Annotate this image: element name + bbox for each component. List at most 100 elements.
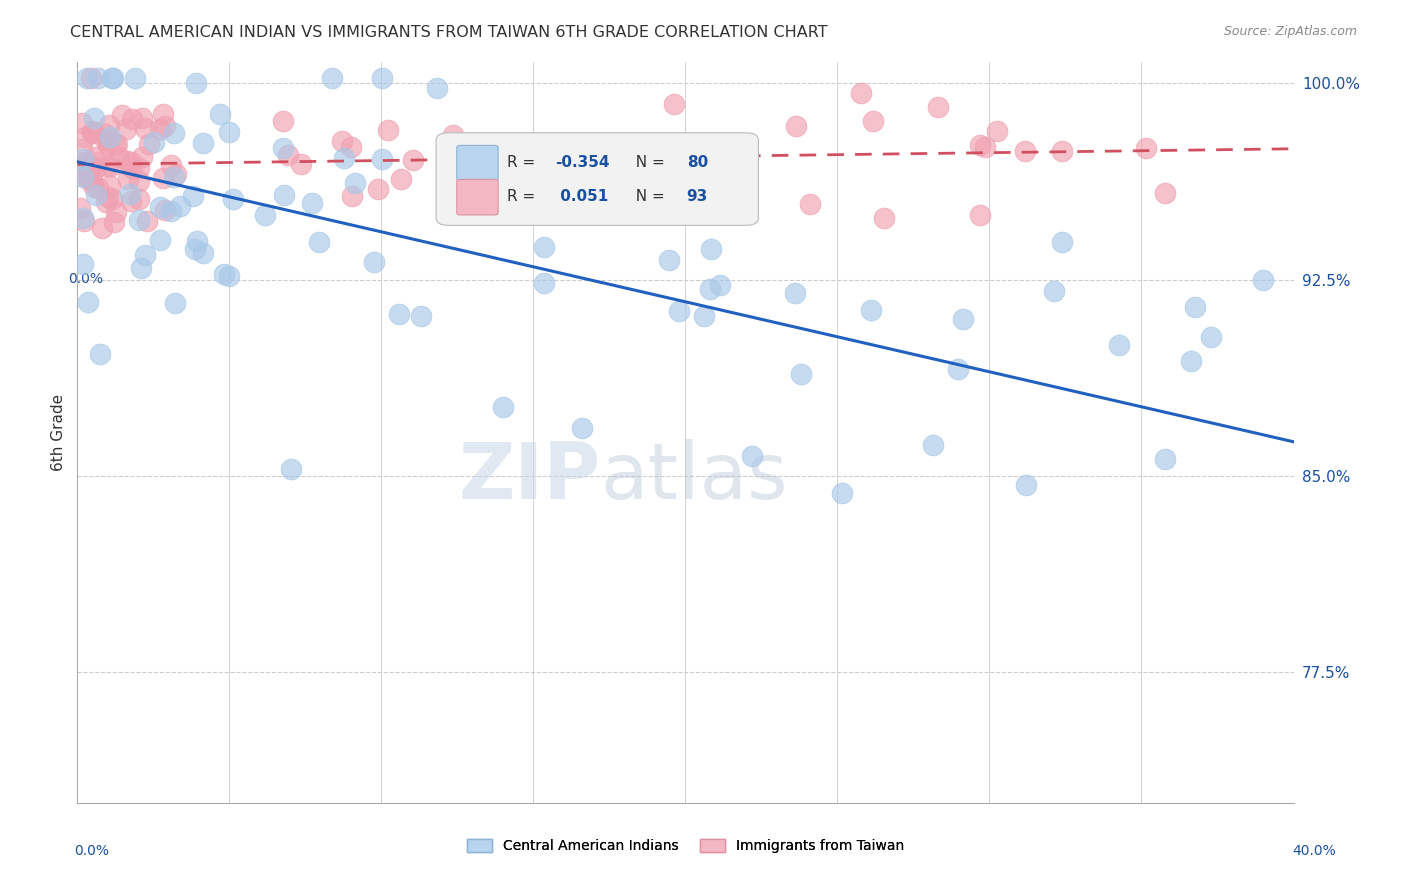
Point: [783, 285, 806, 300]
Point: [72, 211, 94, 225]
Point: [533, 277, 555, 291]
Text: 80: 80: [686, 155, 707, 169]
Point: [87, 181, 110, 195]
Point: [218, 125, 240, 139]
Point: [662, 97, 685, 112]
Point: [290, 157, 312, 171]
Point: [534, 150, 557, 164]
Point: [849, 86, 872, 100]
Point: [153, 119, 176, 133]
Text: 0.0%: 0.0%: [69, 272, 103, 286]
Point: [111, 108, 134, 122]
Point: [128, 212, 150, 227]
Point: [160, 158, 183, 172]
Point: [70, 116, 93, 130]
Point: [658, 252, 681, 267]
Point: [308, 235, 330, 250]
Point: [72, 153, 94, 167]
Point: [91, 220, 114, 235]
Point: [1043, 285, 1066, 299]
Point: [96, 159, 118, 173]
Point: [80, 127, 103, 141]
Point: [280, 462, 302, 476]
Point: [120, 155, 142, 169]
Point: [186, 234, 208, 248]
Point: [209, 107, 232, 121]
Point: [921, 438, 943, 452]
Point: [138, 137, 160, 152]
Point: [134, 120, 156, 135]
Point: [277, 147, 299, 161]
Point: [87, 155, 110, 169]
Point: [218, 268, 240, 283]
Point: [128, 161, 150, 176]
Point: [152, 107, 174, 121]
Point: [131, 111, 153, 125]
Text: 0.0%: 0.0%: [75, 844, 108, 857]
Point: [83, 112, 105, 126]
Point: [693, 309, 716, 323]
Point: [72, 257, 94, 271]
Point: [1050, 235, 1073, 249]
Point: [388, 307, 411, 321]
Point: [790, 367, 813, 381]
Point: [86, 161, 108, 175]
Point: [98, 178, 121, 193]
Point: [97, 137, 120, 152]
Point: [927, 100, 949, 114]
Point: [831, 486, 853, 500]
Point: [610, 192, 633, 206]
Text: N =: N =: [626, 189, 669, 204]
Point: [163, 126, 186, 140]
Point: [166, 167, 188, 181]
Point: [1153, 452, 1175, 467]
Point: [108, 150, 131, 164]
Point: [72, 170, 94, 185]
Point: [273, 187, 295, 202]
Point: [80, 173, 103, 187]
Point: [873, 211, 896, 226]
Point: [75, 130, 97, 145]
FancyBboxPatch shape: [436, 133, 758, 226]
Y-axis label: 6th Grade: 6th Grade: [51, 394, 66, 471]
Point: [124, 71, 146, 86]
Point: [441, 128, 464, 143]
Point: [152, 171, 174, 186]
Point: [104, 205, 127, 219]
Point: [271, 141, 294, 155]
Point: [114, 121, 136, 136]
Point: [340, 140, 363, 154]
Point: [69, 169, 91, 183]
Point: [181, 188, 204, 202]
Point: [699, 282, 721, 296]
Point: [120, 194, 142, 208]
Point: [952, 311, 974, 326]
Point: [673, 184, 696, 198]
Point: [986, 124, 1008, 138]
Point: [533, 240, 555, 254]
Point: [191, 136, 214, 151]
Point: [1153, 186, 1175, 201]
Text: 0.051: 0.051: [555, 189, 609, 204]
Point: [97, 190, 120, 204]
Point: [253, 208, 276, 222]
Point: [785, 120, 807, 134]
Point: [859, 302, 882, 317]
Point: [371, 152, 394, 166]
Point: [97, 118, 120, 132]
Point: [411, 309, 433, 323]
Point: [1108, 337, 1130, 351]
Point: [98, 137, 121, 152]
Point: [1015, 477, 1038, 491]
Point: [1135, 141, 1157, 155]
Point: [134, 248, 156, 262]
FancyBboxPatch shape: [457, 179, 498, 215]
Point: [969, 137, 991, 152]
Point: [135, 213, 157, 227]
Point: [94, 194, 117, 209]
Point: [149, 122, 172, 136]
Point: [342, 189, 364, 203]
Text: 93: 93: [686, 189, 707, 204]
Point: [367, 181, 389, 195]
Point: [169, 199, 191, 213]
